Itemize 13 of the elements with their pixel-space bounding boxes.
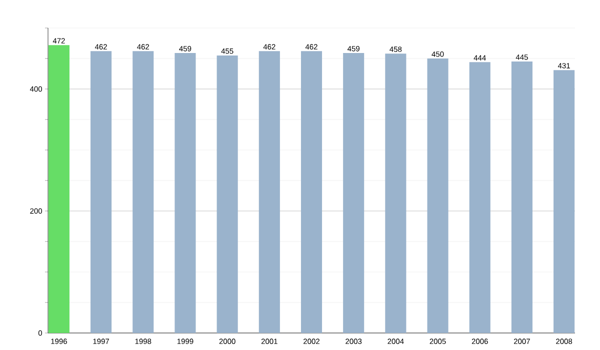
bar bbox=[300, 51, 322, 333]
bar bbox=[511, 62, 532, 333]
bar bbox=[216, 55, 238, 333]
bar bbox=[258, 51, 280, 333]
bar bbox=[554, 70, 575, 333]
bar bbox=[48, 45, 70, 333]
bar bbox=[469, 62, 490, 333]
bar bbox=[132, 51, 154, 333]
bar bbox=[343, 53, 364, 333]
bar bbox=[174, 53, 196, 333]
bar bbox=[90, 51, 112, 333]
bar bbox=[427, 58, 448, 333]
bar bbox=[385, 54, 406, 333]
